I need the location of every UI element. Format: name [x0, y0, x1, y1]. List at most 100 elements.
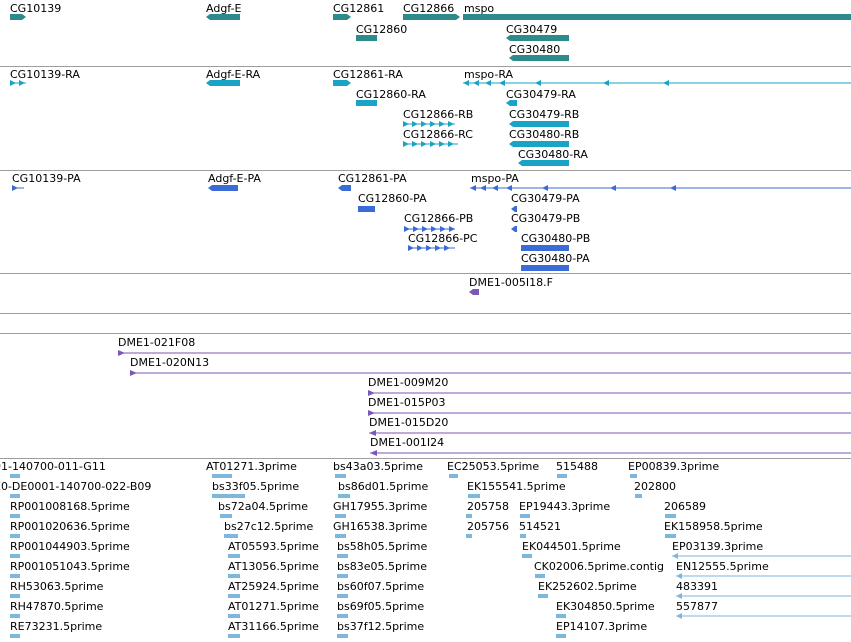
feature-glyph[interactable] — [356, 100, 377, 106]
feature-glyph[interactable] — [522, 554, 532, 558]
feature-glyph-exon[interactable] — [19, 80, 25, 86]
feature-glyph[interactable] — [335, 474, 346, 478]
feature-glyph[interactable] — [228, 634, 240, 638]
feature-label[interactable]: CG12861 — [333, 2, 385, 15]
feature-label[interactable]: CG10139-RA — [10, 68, 80, 81]
feature-label[interactable]: EK158958.5prime — [664, 520, 763, 533]
feature-glyph-exon[interactable] — [422, 226, 428, 232]
feature-glyph-exon[interactable] — [535, 80, 541, 86]
feature-label[interactable]: DME1-015P03 — [368, 396, 446, 409]
feature-glyph-exon[interactable] — [421, 121, 427, 127]
feature-label[interactable]: EP03139.3prime — [672, 540, 764, 553]
feature-glyph-exon[interactable] — [449, 226, 455, 232]
feature-glyph[interactable] — [10, 14, 26, 20]
feature-glyph[interactable] — [538, 594, 548, 598]
feature-glyph-exon[interactable] — [412, 121, 418, 127]
feature-label[interactable]: DME1-020N13 — [130, 356, 210, 369]
feature-label[interactable]: bs86d01.5prime — [338, 480, 429, 493]
feature-glyph[interactable] — [212, 494, 245, 498]
feature-glyph-exon[interactable] — [413, 226, 419, 232]
feature-glyph-exon[interactable] — [439, 141, 445, 147]
feature-glyph[interactable] — [10, 554, 20, 558]
feature-glyph[interactable] — [212, 474, 232, 478]
feature-label[interactable]: EC25053.5prime — [447, 460, 540, 473]
feature-glyph[interactable] — [449, 474, 458, 478]
feature-label[interactable]: Adgf-E-RA — [206, 68, 261, 81]
feature-glyph[interactable] — [506, 100, 517, 106]
feature-glyph[interactable] — [10, 594, 20, 598]
feature-label[interactable]: bs33f05.5prime — [212, 480, 300, 493]
feature-glyph[interactable] — [630, 474, 637, 478]
feature-label[interactable]: AT13056.5prime — [228, 560, 319, 573]
feature-glyph[interactable] — [535, 574, 545, 578]
feature-glyph-end[interactable] — [463, 14, 469, 20]
feature-label[interactable]: bs69f05.5prime — [337, 600, 425, 613]
feature-glyph-exon[interactable] — [435, 245, 441, 251]
feature-glyph[interactable] — [556, 614, 566, 618]
feature-label[interactable]: 514521 — [519, 520, 561, 533]
feature-label[interactable]: Adgf-E — [206, 2, 242, 15]
feature-glyph[interactable] — [468, 494, 480, 498]
feature-label[interactable]: bs72a04.5prime — [218, 500, 308, 513]
feature-label[interactable]: CG30479-RA — [506, 88, 576, 101]
feature-label[interactable]: GH17955.3prime — [333, 500, 428, 513]
feature-label[interactable]: AT31166.5prime — [228, 620, 319, 633]
feature-label[interactable]: GH16538.3prime — [333, 520, 428, 533]
feature-glyph[interactable] — [506, 35, 569, 41]
feature-glyph[interactable] — [10, 474, 20, 478]
feature-glyph[interactable] — [335, 534, 346, 538]
feature-label[interactable]: CG12860-RA — [356, 88, 426, 101]
feature-glyph-exon[interactable] — [421, 141, 427, 147]
feature-label[interactable]: DME1-005I18.F — [469, 276, 553, 289]
feature-glyph-exon[interactable] — [440, 226, 446, 232]
feature-label[interactable]: EN12555.5prime — [676, 560, 769, 573]
feature-glyph-exon[interactable] — [439, 121, 445, 127]
feature-glyph[interactable] — [556, 634, 566, 638]
feature-glyph-exon[interactable] — [431, 226, 437, 232]
feature-glyph[interactable] — [511, 206, 517, 212]
feature-glyph[interactable] — [228, 574, 240, 578]
feature-glyph[interactable] — [10, 494, 20, 498]
feature-glyph[interactable] — [10, 534, 20, 538]
feature-label[interactable]: AT25924.5prime — [228, 580, 319, 593]
feature-glyph[interactable] — [335, 514, 346, 518]
feature-label[interactable]: RE73231.5prime — [10, 620, 103, 633]
feature-label[interactable]: RP001008168.5prime — [10, 500, 130, 513]
feature-label[interactable]: CG30479-PA — [511, 192, 580, 205]
feature-glyph[interactable] — [518, 160, 569, 166]
feature-glyph[interactable] — [10, 574, 20, 578]
feature-label[interactable]: CG30480-RB — [509, 128, 580, 141]
feature-label[interactable]: bs27c12.5prime — [224, 520, 314, 533]
feature-label[interactable]: DME1-021F08 — [118, 336, 196, 349]
feature-label[interactable]: 205756 — [467, 520, 509, 533]
feature-label[interactable]: CG12866 — [403, 2, 455, 15]
feature-glyph-end[interactable] — [369, 430, 376, 436]
feature-glyph[interactable] — [338, 494, 350, 498]
feature-label[interactable]: E0-DE0001-140700-022-B09 — [0, 480, 152, 493]
feature-glyph-end[interactable] — [118, 350, 125, 356]
feature-glyph-exon[interactable] — [499, 80, 505, 86]
feature-glyph[interactable] — [10, 614, 20, 618]
feature-glyph-exon[interactable] — [463, 80, 469, 86]
feature-glyph[interactable] — [356, 35, 377, 41]
feature-label[interactable]: CG30480-PA — [521, 252, 590, 265]
feature-label[interactable]: CG12861-PA — [338, 172, 407, 185]
feature-label[interactable]: RP001020636.5prime — [10, 520, 130, 533]
feature-label[interactable]: RP001044903.5prime — [10, 540, 130, 553]
feature-glyph[interactable] — [521, 265, 569, 271]
feature-label[interactable]: EK155541.5prime — [467, 480, 566, 493]
feature-glyph[interactable] — [358, 206, 375, 212]
feature-glyph[interactable] — [665, 534, 676, 538]
feature-glyph[interactable] — [466, 514, 472, 518]
feature-label[interactable]: mspo-RA — [464, 68, 514, 81]
feature-label[interactable]: DME1-001I24 — [370, 436, 445, 449]
feature-glyph[interactable] — [509, 55, 569, 61]
feature-glyph-exon[interactable] — [610, 185, 616, 191]
feature-label[interactable]: bs60f07.5prime — [337, 580, 425, 593]
feature-label[interactable]: bs58h05.5prime — [337, 540, 428, 553]
feature-glyph[interactable] — [557, 474, 567, 478]
feature-label[interactable]: 205758 — [467, 500, 509, 513]
feature-glyph-exon[interactable] — [663, 80, 669, 86]
feature-glyph-end[interactable] — [368, 410, 375, 416]
feature-label[interactable]: AT01271.5prime — [228, 600, 319, 613]
